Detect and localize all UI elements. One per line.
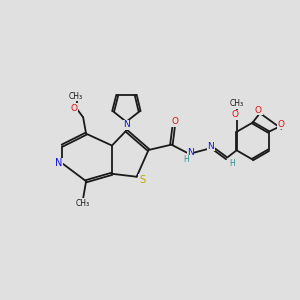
- Text: O: O: [232, 110, 238, 119]
- Text: O: O: [278, 120, 284, 129]
- Text: CH₃: CH₃: [76, 199, 90, 208]
- Text: CH₃: CH₃: [230, 99, 244, 108]
- Text: N: N: [208, 142, 214, 151]
- Text: N: N: [55, 158, 62, 168]
- Text: H: H: [229, 159, 235, 168]
- Text: O: O: [255, 106, 262, 115]
- Text: O: O: [70, 103, 77, 112]
- Text: S: S: [139, 175, 145, 185]
- Text: N: N: [187, 148, 194, 157]
- Text: CH₃: CH₃: [69, 92, 83, 101]
- Text: H: H: [183, 155, 189, 164]
- Text: O: O: [172, 117, 178, 126]
- Text: N: N: [123, 120, 130, 129]
